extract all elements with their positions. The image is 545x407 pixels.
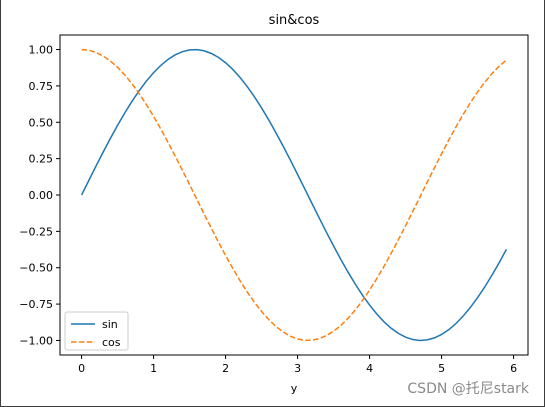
x-tick-label: 4 — [366, 362, 373, 375]
x-tick-label: 2 — [222, 362, 229, 375]
y-axis: 1.00 0.75 0.50 0.25 0.00 −0.25 −0.50 −0.75 −1.00 — [19, 44, 60, 347]
legend: sin cos — [64, 311, 129, 351]
y-tick-label: 0.00 — [29, 189, 54, 202]
y-tick-label: −0.25 — [19, 225, 53, 238]
x-axis-label: y — [291, 382, 298, 395]
legend-label-cos: cos — [102, 336, 121, 349]
legend-box — [64, 311, 129, 351]
x-tick-label: 6 — [510, 362, 517, 375]
watermark: CSDN @托尼stark — [407, 381, 529, 397]
legend-label-sin: sin — [102, 318, 118, 331]
y-tick-label: 0.75 — [29, 80, 54, 93]
x-tick-label: 1 — [150, 362, 157, 375]
series-layer — [80, 48, 508, 342]
x-tick-label: 5 — [438, 362, 445, 375]
series-line-sin — [80, 48, 508, 342]
y-tick-label: −1.00 — [19, 334, 53, 347]
chart-title: sin&cos — [269, 13, 320, 28]
plot-area — [59, 34, 529, 356]
y-tick-label: −0.75 — [19, 298, 53, 311]
y-tick-label: 0.25 — [29, 153, 54, 166]
x-tick-label: 3 — [294, 362, 301, 375]
y-tick-label: −0.50 — [19, 262, 53, 275]
y-tick-label: 1.00 — [29, 44, 54, 57]
y-tick-label: 0.50 — [29, 116, 54, 129]
x-axis: 0 1 2 3 4 5 6 — [78, 355, 517, 375]
x-tick-label: 0 — [78, 362, 85, 375]
series-line-cos — [81, 48, 507, 342]
